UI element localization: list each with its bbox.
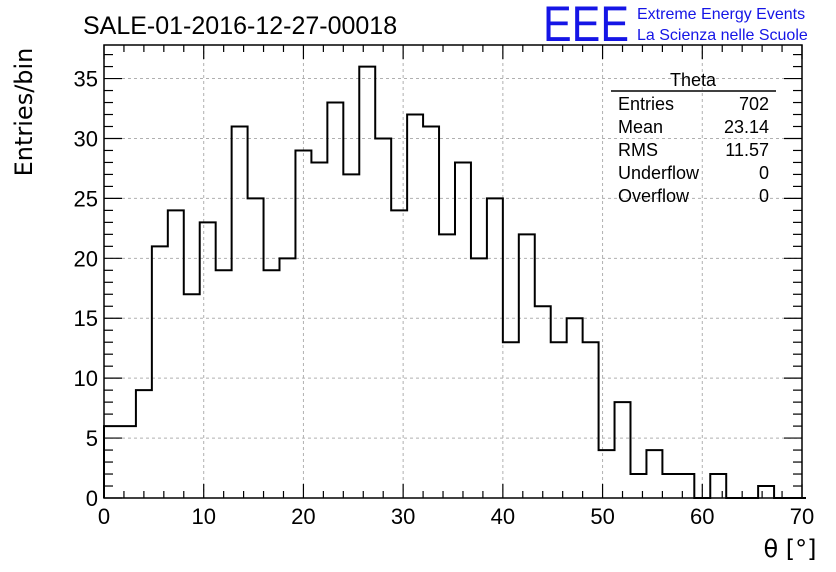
- tick-labels: 0 10 20 30 40 50 60 70 0 5 10 15 20 25 30 35: [74, 67, 815, 529]
- histogram-bin: [519, 234, 535, 498]
- stats-mean-label: Mean: [618, 117, 663, 137]
- plot-frame: [103, 44, 803, 499]
- histogram-bin: [152, 246, 168, 498]
- histogram-bin: [487, 198, 503, 498]
- eee-logo: EEE Extreme Energy Events La Scienza nel…: [543, 0, 808, 52]
- y-tick-label: 35: [74, 67, 98, 92]
- y-tick-label: 5: [86, 426, 98, 451]
- y-tick-label: 15: [74, 306, 98, 331]
- histogram-bin: [359, 67, 375, 498]
- logo-line-1: Extreme Energy Events: [637, 6, 805, 23]
- axis-ticks: [103, 45, 803, 499]
- x-tick-label: 60: [690, 504, 714, 529]
- chart-title: SALE-01-2016-12-27-00018: [83, 12, 397, 40]
- stats-rms-value: 11.57: [725, 140, 769, 160]
- stats-title: Theta: [670, 70, 717, 90]
- histogram-bin: [678, 474, 694, 498]
- y-axis-title: Entries/bin: [10, 48, 38, 177]
- logo-line-2: La Scienza nelle Scuole: [637, 27, 808, 44]
- x-tick-label: 70: [790, 504, 814, 529]
- histogram-bin: [311, 162, 327, 498]
- y-tick-label: 20: [74, 246, 98, 271]
- histogram-bin: [662, 474, 678, 498]
- x-tick-label: 30: [391, 504, 415, 529]
- x-tick-label: 10: [191, 504, 215, 529]
- histogram-bin: [216, 270, 232, 498]
- histogram-bin: [391, 210, 407, 498]
- histogram-bin: [535, 306, 551, 498]
- histogram-bin: [184, 294, 200, 498]
- histogram-bin: [264, 270, 280, 498]
- histogram-bin: [455, 162, 471, 498]
- histogram-bin: [567, 318, 583, 498]
- histogram-bin: [551, 342, 567, 498]
- stats-underflow-label: Underflow: [618, 163, 700, 183]
- stats-underflow-value: 0: [759, 163, 769, 183]
- histogram-bin: [630, 474, 646, 498]
- histogram-bin: [248, 198, 264, 498]
- x-tick-label: 50: [590, 504, 614, 529]
- x-tick-label: 20: [291, 504, 315, 529]
- histogram-bin: [327, 103, 343, 498]
- x-tick-label: 40: [491, 504, 515, 529]
- histogram-bin: [200, 222, 216, 498]
- x-axis-title: θ [°]: [763, 535, 816, 563]
- logo-mark: EEE: [543, 0, 629, 52]
- histogram-bin: [136, 390, 152, 498]
- histogram-bin: [758, 486, 774, 498]
- histogram-bin: [710, 474, 726, 498]
- histogram-bin: [407, 115, 423, 498]
- histogram-bin: [168, 210, 184, 498]
- histogram-bin: [343, 174, 359, 498]
- histogram-bin: [439, 234, 455, 498]
- grid-lines: [104, 45, 802, 498]
- stats-rms-label: RMS: [618, 140, 658, 160]
- stats-mean-value: 23.14: [724, 117, 769, 137]
- y-tick-label: 10: [74, 366, 98, 391]
- histogram-bin: [646, 450, 662, 498]
- stats-entries-value: 702: [739, 94, 769, 114]
- stats-overflow-value: 0: [759, 186, 769, 206]
- histogram-outline: [103, 65, 806, 499]
- histogram-bin: [583, 342, 599, 498]
- stats-box: Theta Entries 702 Mean 23.14 RMS 11.57 U…: [611, 70, 776, 206]
- y-tick-label: 30: [74, 126, 98, 151]
- y-tick-label: 25: [74, 186, 98, 211]
- histogram-bin: [423, 126, 439, 498]
- stats-overflow-label: Overflow: [618, 186, 690, 206]
- histogram-bin: [599, 450, 615, 498]
- y-tick-label: 0: [86, 486, 98, 511]
- histogram-bin: [279, 258, 295, 498]
- histogram-bin: [232, 126, 248, 498]
- histogram-bin: [615, 402, 631, 498]
- histogram-bin: [503, 342, 519, 498]
- stats-entries-label: Entries: [618, 94, 674, 114]
- histogram-bin: [120, 426, 136, 498]
- x-tick-label: 0: [98, 504, 110, 529]
